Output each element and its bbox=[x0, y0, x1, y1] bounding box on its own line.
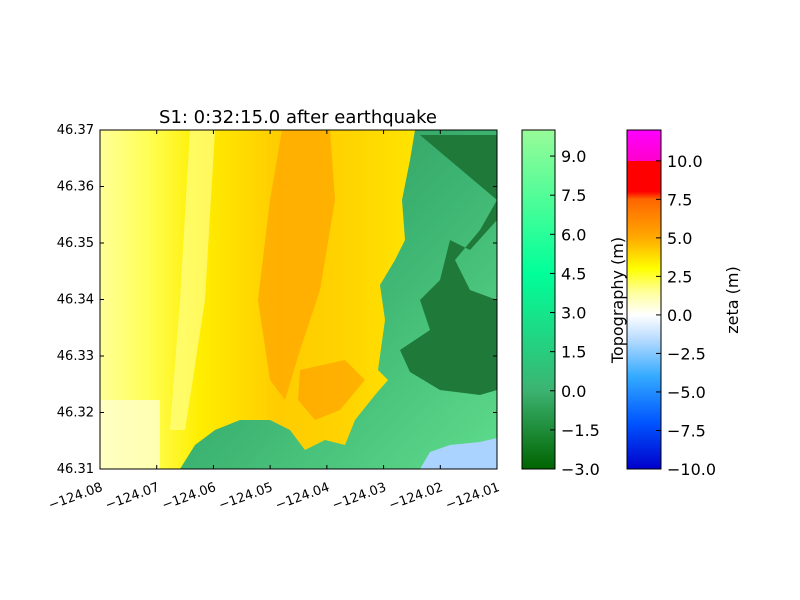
x-tick-label: −124.06 bbox=[160, 480, 218, 513]
colorbar-tick-label: −5.0 bbox=[667, 383, 706, 402]
topography-colorbar-gradient bbox=[522, 130, 555, 469]
colorbar-tick-label: −1.5 bbox=[561, 421, 600, 440]
colorbar-tick-label: 0.0 bbox=[561, 382, 586, 401]
colorbar-tick-label: 4.5 bbox=[561, 264, 586, 283]
zeta-colorbar-frame bbox=[626, 129, 662, 470]
zeta-colorbar-gradient bbox=[627, 130, 661, 469]
y-tick-label: 46.34 bbox=[57, 293, 94, 308]
land-topography bbox=[180, 130, 497, 469]
estuary-water bbox=[420, 438, 497, 469]
x-tick-label: −124.08 bbox=[47, 480, 105, 513]
x-tick-label: −124.07 bbox=[103, 480, 161, 513]
x-tick-label: −124.02 bbox=[387, 480, 445, 513]
highland-dark-ridge bbox=[400, 135, 497, 395]
topography-colorbar-frame bbox=[521, 129, 556, 470]
zeta-high-streak-south bbox=[298, 360, 365, 420]
colorbar-tick-label: 3.0 bbox=[561, 304, 586, 323]
y-tick-label: 46.33 bbox=[57, 349, 94, 364]
x-tick-label: −124.03 bbox=[330, 480, 388, 513]
offshore-white-band bbox=[100, 400, 160, 469]
y-tick-label: 46.32 bbox=[57, 406, 94, 421]
colorbar-tick-label: −7.5 bbox=[667, 421, 706, 440]
x-tick-label: −124.01 bbox=[444, 480, 502, 513]
x-tick-label: −124.04 bbox=[274, 480, 332, 513]
colorbar-tick-label: 1.5 bbox=[561, 343, 586, 362]
y-tick-label: 46.35 bbox=[57, 236, 94, 251]
colorbar-tick-label: −3.0 bbox=[561, 460, 600, 479]
colorbar-tick-label: 0.0 bbox=[667, 306, 692, 325]
topography-colorbar-label: Topography (m) bbox=[608, 237, 627, 364]
beach-light-band bbox=[170, 130, 215, 430]
topography-colorbar: −3.0 −1.5 0.0 1.5 3.0 4.5 6.0 7.5 9.0 Topography… bbox=[521, 129, 627, 479]
colorbar-tick-label: 10.0 bbox=[667, 152, 703, 171]
zeta-colorbar-label: zeta (m) bbox=[723, 266, 742, 333]
map-plot-area bbox=[100, 130, 497, 469]
colorbar-tick-label: 6.0 bbox=[561, 225, 586, 244]
colorbar-tick-label: 2.5 bbox=[667, 267, 692, 286]
colorbar-tick-label: 9.0 bbox=[561, 147, 586, 166]
colorbar-tick-label: −2.5 bbox=[667, 344, 706, 363]
colorbar-tick-label: −10.0 bbox=[667, 460, 716, 479]
colorbar-tick-label: 7.5 bbox=[667, 190, 692, 209]
zeta-high-streak bbox=[258, 130, 335, 400]
x-tick-label: −124.05 bbox=[217, 480, 275, 513]
y-tick-label: 46.31 bbox=[57, 462, 94, 477]
colorbar-tick-label: 7.5 bbox=[561, 186, 586, 205]
y-axis: 46.31 46.32 46.33 46.34 46.35 46.36 46.37 bbox=[57, 123, 497, 477]
colorbar-tick-label: 5.0 bbox=[667, 229, 692, 248]
chart-title: S1: 0:32:15.0 after earthquake bbox=[159, 107, 437, 128]
zeta-colorbar: −10.0 −7.5 −5.0 −2.5 0.0 2.5 5.0 7.5 10.0 zeta (… bbox=[626, 129, 742, 479]
y-tick-label: 46.36 bbox=[57, 180, 94, 195]
y-tick-label: 46.37 bbox=[57, 123, 94, 138]
